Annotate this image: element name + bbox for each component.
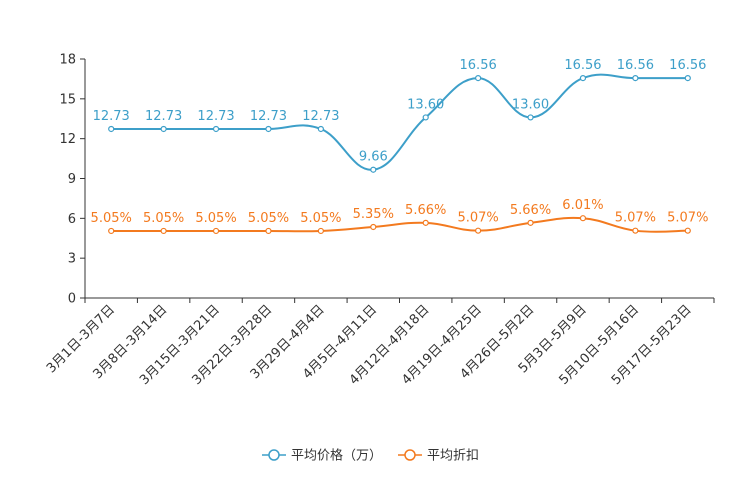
data-point — [475, 75, 482, 82]
data-label: 5.35% — [353, 207, 394, 222]
legend-label: 平均折扣 — [427, 449, 479, 464]
data-point — [579, 75, 587, 82]
data-point — [265, 125, 272, 133]
y-tick-label: 18 — [59, 53, 76, 68]
data-point — [632, 75, 639, 82]
data-point — [160, 125, 167, 133]
data-point — [527, 114, 534, 121]
y-tick-label: 12 — [59, 132, 76, 147]
data-point — [317, 125, 324, 133]
data-label: 5.05% — [195, 211, 236, 226]
data-label: 5.07% — [615, 211, 656, 226]
data-point — [527, 219, 534, 226]
data-label: 5.05% — [300, 211, 341, 226]
y-tick-label: 0 — [68, 292, 76, 307]
data-point — [422, 219, 429, 226]
data-point — [108, 125, 115, 133]
legend-item-1: 平均价格（万） — [262, 448, 382, 464]
data-point — [684, 227, 691, 234]
legend-marker-icon — [404, 449, 416, 461]
data-label: 12.73 — [302, 109, 339, 124]
data-label: 5.05% — [91, 211, 132, 226]
data-point — [422, 114, 429, 121]
data-label: 16.56 — [564, 58, 601, 73]
data-label: 16.56 — [617, 58, 654, 73]
data-point — [212, 227, 220, 235]
data-label: 16.56 — [460, 58, 497, 73]
data-point — [317, 227, 324, 235]
data-point — [370, 223, 377, 231]
y-tick-label: 6 — [68, 212, 76, 227]
data-point — [370, 166, 377, 173]
data-point — [212, 125, 220, 133]
series-1: 12.73 12.73 12.73 12.73 12.73 9.66 13.60 16.56 1… — [93, 58, 706, 173]
data-label: 12.73 — [93, 109, 130, 124]
data-point — [579, 215, 587, 222]
series-layer: 12.73 12.73 12.73 12.73 12.73 9.66 13.60 16.56 1… — [91, 58, 708, 235]
data-point — [108, 227, 115, 235]
data-point — [632, 227, 639, 234]
data-label: 16.56 — [669, 58, 706, 73]
series-line — [111, 216, 688, 233]
legend-label: 平均价格（万） — [291, 448, 382, 464]
data-label: 5.05% — [143, 211, 184, 226]
data-label: 12.73 — [197, 109, 234, 124]
data-label: 5.05% — [248, 211, 289, 226]
data-label: 6.01% — [562, 198, 603, 213]
data-label: 12.73 — [250, 109, 287, 124]
data-label: 5.66% — [510, 203, 551, 218]
legend-marker-icon — [268, 449, 280, 461]
data-point — [265, 227, 272, 235]
data-label: 9.66 — [359, 150, 388, 165]
data-label: 5.66% — [405, 203, 446, 218]
data-point — [684, 75, 691, 82]
data-label: 5.07% — [457, 211, 498, 226]
series-2: 5.05% 5.05% 5.05% 5.05% 5.05% 5.35% 5.66% 5.07%… — [91, 198, 708, 235]
data-point — [475, 227, 482, 234]
legend: 平均价格（万） 平均折扣 — [262, 448, 479, 464]
data-label: 5.07% — [667, 211, 708, 226]
data-label: 13.60 — [407, 97, 444, 112]
y-tick-label: 9 — [68, 172, 76, 187]
y-tick-label: 15 — [59, 92, 76, 107]
legend-item-2: 平均折扣 — [398, 449, 479, 464]
data-label: 12.73 — [145, 109, 182, 124]
data-point — [160, 227, 167, 235]
data-label: 13.60 — [512, 97, 549, 112]
y-tick-label: 3 — [68, 252, 76, 267]
